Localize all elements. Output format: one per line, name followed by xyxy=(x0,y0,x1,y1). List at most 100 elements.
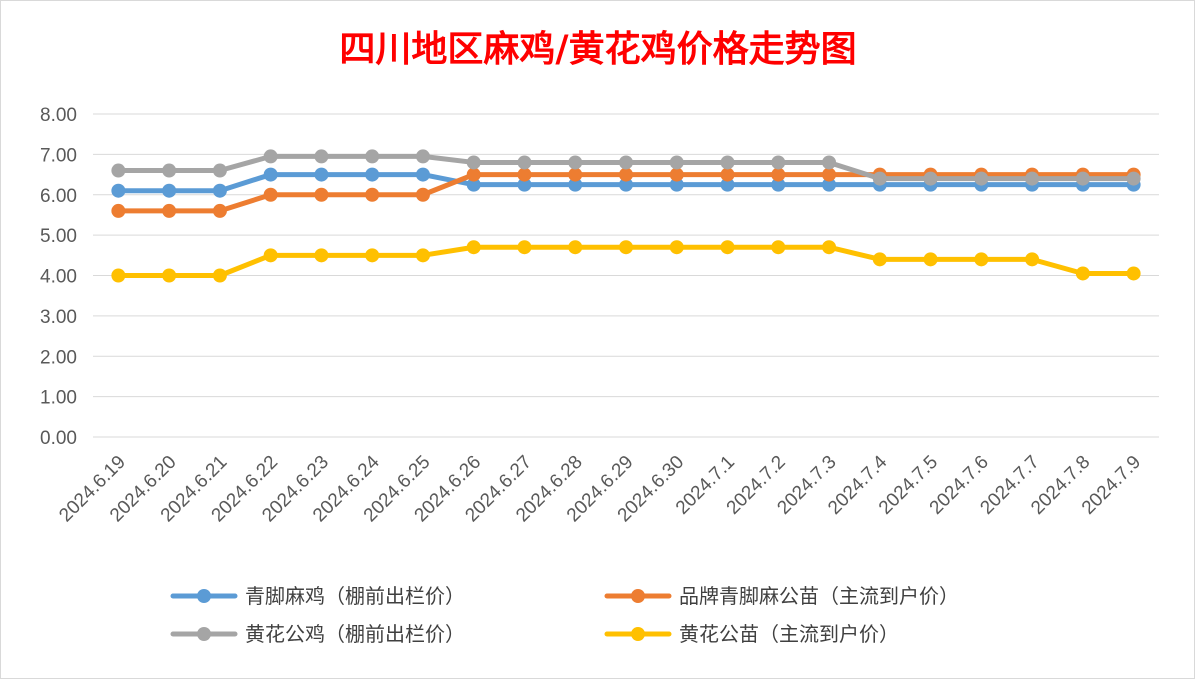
data-point xyxy=(314,167,329,182)
data-point xyxy=(771,177,786,192)
data-point xyxy=(568,155,583,170)
data-point xyxy=(212,163,227,178)
y-tick-label: 3.00 xyxy=(40,307,77,328)
legend-item: 品牌青脚麻公苗（主流到户价） xyxy=(604,584,959,608)
data-point xyxy=(568,167,583,182)
data-point xyxy=(1126,171,1141,186)
data-point xyxy=(669,240,684,255)
data-point xyxy=(771,155,786,170)
data-point xyxy=(720,240,735,255)
legend-label: 黄花公苗（主流到户价） xyxy=(679,622,899,646)
data-point xyxy=(212,203,227,218)
data-point xyxy=(923,252,938,267)
data-point xyxy=(669,177,684,192)
y-tick-label: 5.00 xyxy=(40,226,77,247)
data-point xyxy=(517,155,532,170)
data-point xyxy=(162,203,177,218)
data-point xyxy=(720,177,735,192)
legend: 青脚麻鸡（棚前出栏价） 品牌青脚麻公苗（主流到户价） 黄花公鸡（棚前出栏价） 黄花公苗… xyxy=(170,584,959,646)
data-point xyxy=(771,240,786,255)
legend-item: 黄花公鸡（棚前出栏价） xyxy=(170,622,465,646)
data-point xyxy=(314,248,329,263)
data-point xyxy=(263,187,278,202)
data-point xyxy=(568,240,583,255)
x-axis-ticks: 2024.6.192024.6.202024.6.212024.6.222024… xyxy=(55,451,1145,526)
data-point xyxy=(212,268,227,283)
data-point xyxy=(162,268,177,283)
data-point xyxy=(923,171,938,186)
data-point xyxy=(1025,252,1040,267)
data-point xyxy=(669,167,684,182)
data-point xyxy=(162,183,177,198)
data-point xyxy=(415,149,430,164)
data-point xyxy=(466,240,481,255)
y-tick-label: 4.00 xyxy=(40,267,77,288)
data-point xyxy=(720,167,735,182)
data-point xyxy=(568,177,583,192)
chart-title: 四川地区麻鸡/黄花鸡价格走势图 xyxy=(339,28,856,70)
data-point xyxy=(974,252,989,267)
data-point xyxy=(466,167,481,182)
data-point xyxy=(415,248,430,263)
data-point xyxy=(466,177,481,192)
y-tick-label: 2.00 xyxy=(40,347,77,368)
data-point xyxy=(771,167,786,182)
series-3 xyxy=(111,240,1141,283)
y-tick-label: 0.00 xyxy=(40,428,77,449)
data-point xyxy=(263,248,278,263)
data-point xyxy=(212,183,227,198)
data-point xyxy=(619,155,633,170)
data-point xyxy=(822,177,837,192)
data-point xyxy=(720,155,735,170)
data-point xyxy=(822,155,837,170)
data-point xyxy=(162,163,177,178)
y-tick-label: 6.00 xyxy=(40,186,77,207)
data-point xyxy=(365,248,380,263)
data-point xyxy=(1025,171,1040,186)
data-point xyxy=(822,240,837,255)
data-point xyxy=(669,155,684,170)
data-point xyxy=(517,167,532,182)
data-point xyxy=(1126,266,1141,281)
data-point xyxy=(1075,171,1090,186)
data-point xyxy=(111,163,126,178)
y-tick-label: 7.00 xyxy=(40,145,77,166)
legend-marker xyxy=(631,589,645,603)
data-point xyxy=(111,268,126,283)
data-point xyxy=(415,187,430,202)
data-point xyxy=(619,167,633,182)
data-point xyxy=(263,149,278,164)
series-2 xyxy=(111,149,1141,186)
data-point xyxy=(365,149,380,164)
data-point xyxy=(517,240,532,255)
legend-label: 品牌青脚麻公苗（主流到户价） xyxy=(679,584,959,608)
data-point xyxy=(263,167,278,182)
data-point xyxy=(111,203,126,218)
data-point xyxy=(619,240,633,255)
legend-marker xyxy=(197,589,211,603)
data-point xyxy=(517,177,532,192)
series-lines xyxy=(111,149,1141,283)
legend-item: 黄花公苗（主流到户价） xyxy=(604,622,899,646)
data-point xyxy=(415,167,430,182)
legend-label: 黄花公鸡（棚前出栏价） xyxy=(245,622,465,646)
data-point xyxy=(466,155,481,170)
y-axis-ticks: 0.00 1.00 2.00 3.00 4.00 5.00 6.00 7.00 8.00 xyxy=(40,105,77,449)
data-point xyxy=(314,187,329,202)
data-point xyxy=(365,187,380,202)
data-point xyxy=(822,167,837,182)
legend-label: 青脚麻鸡（棚前出栏价） xyxy=(245,584,465,608)
data-point xyxy=(619,177,633,192)
data-point xyxy=(1075,266,1090,281)
data-point xyxy=(872,252,887,267)
y-tick-label: 8.00 xyxy=(40,105,77,126)
data-point xyxy=(365,167,380,182)
y-tick-label: 1.00 xyxy=(40,388,77,409)
data-point xyxy=(111,183,126,198)
data-point xyxy=(314,149,329,164)
legend-marker xyxy=(197,627,211,641)
legend-marker xyxy=(631,627,645,641)
legend-item: 青脚麻鸡（棚前出栏价） xyxy=(170,584,465,608)
